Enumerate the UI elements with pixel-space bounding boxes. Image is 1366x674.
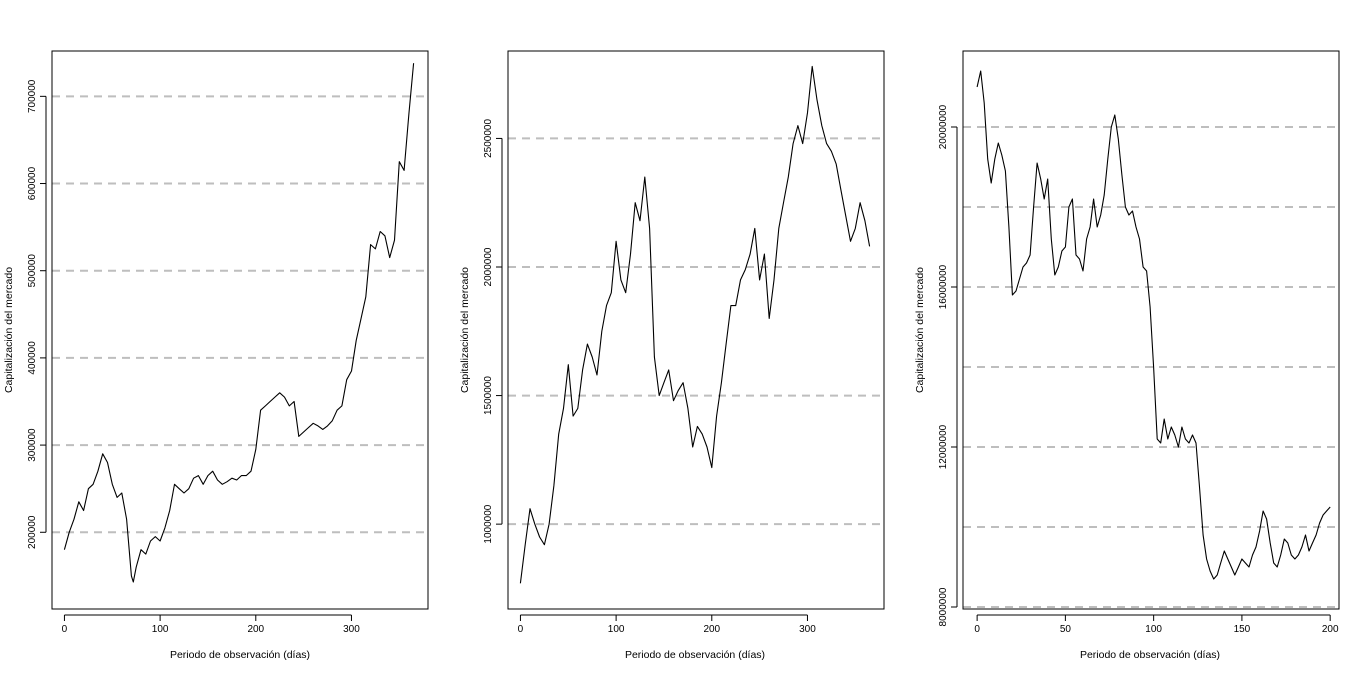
chart-panel-middle: 0 100 200 300 1000000 1500000 2000000 2500000 Pe… [459, 50, 885, 661]
x-axis-title: Periodo de observación (días) [1080, 649, 1220, 661]
y-tick-label: 600000 [27, 166, 38, 200]
plot-frame [51, 50, 429, 610]
x-tick-label: 0 [62, 624, 68, 635]
x-tick-label: 200 [247, 624, 264, 635]
plot-frame [962, 50, 1340, 610]
y-axis-title: Capitalización del mercado [459, 267, 471, 393]
y-axis-title: Capitalización del mercado [3, 267, 15, 393]
x-tick-label: 100 [152, 624, 169, 635]
x-tick-label: 50 [1060, 624, 1072, 635]
series-line [976, 70, 1331, 580]
x-tick-label: 200 [1322, 624, 1339, 635]
y-tick-label: 8000000 [938, 587, 949, 626]
y-tick-label: 1000000 [483, 504, 494, 543]
x-tick-label: 0 [518, 624, 524, 635]
x-axis-title: Periodo de observación (días) [625, 649, 765, 661]
plot-frame [507, 50, 885, 610]
x-tick-label: 0 [974, 624, 980, 635]
y-tick-label: 700000 [27, 79, 38, 113]
y-tick-label: 300000 [27, 428, 38, 462]
y-tick-label: 400000 [27, 341, 38, 375]
y-axis-title: Capitalización del mercado [914, 267, 926, 393]
x-tick-label: 150 [1234, 624, 1251, 635]
y-tick-label: 2000000 [483, 247, 494, 286]
chart-panel-left: 0 100 200 300 200000 300000 400000 500000 600000… [3, 50, 429, 661]
x-axis-title: Periodo de observación (días) [170, 649, 310, 661]
y-tick-label: 200000 [27, 515, 38, 549]
y-tick-label: 2500000 [483, 119, 494, 158]
y-tick-label: 16000000 [938, 264, 949, 309]
y-tick-label: 12000000 [938, 424, 949, 469]
y-tick-label: 20000000 [938, 104, 949, 149]
chart-panel-right: 0 50 100 150 200 8000000 12000000 16000000 20000… [914, 50, 1340, 661]
x-tick-label: 300 [799, 624, 816, 635]
series-line [63, 63, 415, 583]
x-tick-label: 200 [703, 624, 720, 635]
y-tick-label: 1500000 [483, 376, 494, 415]
series-line [519, 65, 871, 584]
x-tick-label: 100 [1145, 624, 1162, 635]
y-tick-label: 500000 [27, 254, 38, 288]
x-tick-label: 100 [608, 624, 625, 635]
x-tick-label: 300 [343, 624, 360, 635]
